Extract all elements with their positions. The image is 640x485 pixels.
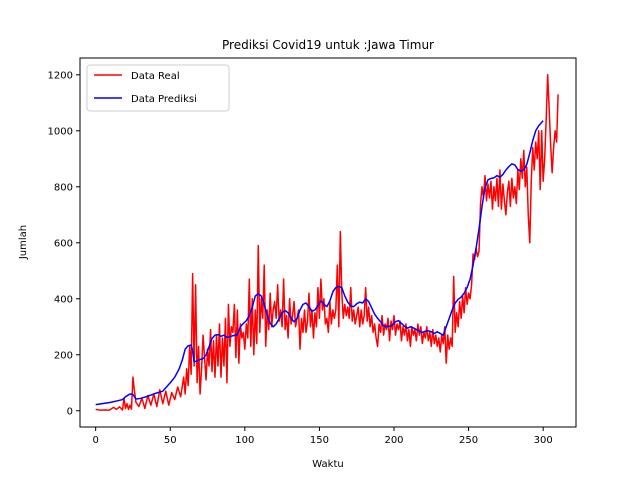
- legend: Data Real Data Prediksi: [86, 64, 230, 112]
- y-tick-label: 0: [67, 406, 73, 417]
- series-line-data-prediksi: [95, 120, 544, 406]
- series-layer: [95, 74, 559, 411]
- y-tick-label: 400: [54, 294, 73, 305]
- legend-box: [86, 64, 230, 112]
- y-tick-label: 200: [54, 350, 73, 361]
- x-tick-label: 100: [235, 435, 254, 446]
- x-tick-label: 250: [459, 435, 478, 446]
- x-tick-label: 0: [92, 435, 98, 446]
- y-axis: 0 200 400 600 800 1000 1200: [48, 70, 80, 417]
- y-tick-label: 1000: [48, 126, 73, 137]
- x-axis: 0 50 100 150 200 250 300: [92, 427, 553, 446]
- x-tick-label: 150: [310, 435, 329, 446]
- legend-label-data-real: Data Real: [131, 71, 180, 82]
- y-tick-label: 600: [54, 238, 73, 249]
- legend-label-data-prediksi: Data Prediksi: [131, 94, 197, 105]
- x-axis-label: Waktu: [312, 459, 343, 470]
- y-tick-label: 800: [54, 182, 73, 193]
- x-tick-label: 200: [384, 435, 403, 446]
- x-tick-label: 50: [164, 435, 177, 446]
- x-tick-label: 300: [534, 435, 553, 446]
- y-axis-label: Jumlah: [18, 225, 29, 260]
- y-tick-label: 1200: [48, 70, 73, 81]
- chart-title: Prediksi Covid19 untuk :Jawa Timur: [222, 38, 434, 52]
- series-line-data-real: [95, 74, 559, 411]
